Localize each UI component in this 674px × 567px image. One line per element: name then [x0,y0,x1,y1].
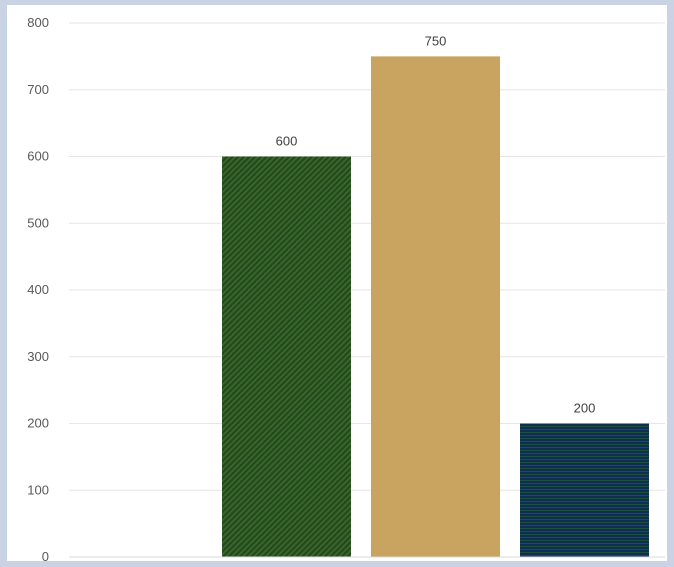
y-tick-label: 100 [27,482,49,497]
bar [371,56,500,557]
y-tick-label: 300 [27,349,49,364]
y-tick-label: 800 [27,15,49,30]
y-tick-label: 500 [27,215,49,230]
data-label: 750 [425,33,447,48]
y-tick-label: 400 [27,282,49,297]
data-labels: 600 750 200 [276,33,596,415]
y-tick-label: 200 [27,416,49,431]
data-label: 600 [276,134,298,149]
bar [520,423,649,557]
y-tick-label: 600 [27,149,49,164]
bar-chart: 0 100 200 300 400 500 600 700 800 600 750 200 [27,15,665,561]
y-tick-label: 0 [42,549,49,561]
bars [222,56,649,557]
gridlines [69,22,665,491]
bar [222,156,351,557]
chart-frame: 0 100 200 300 400 500 600 700 800 600 750 200 [7,5,667,561]
y-axis-tick-labels: 0 100 200 300 400 500 600 700 800 [27,15,49,561]
data-label: 200 [574,401,596,416]
y-tick-label: 700 [27,82,49,97]
